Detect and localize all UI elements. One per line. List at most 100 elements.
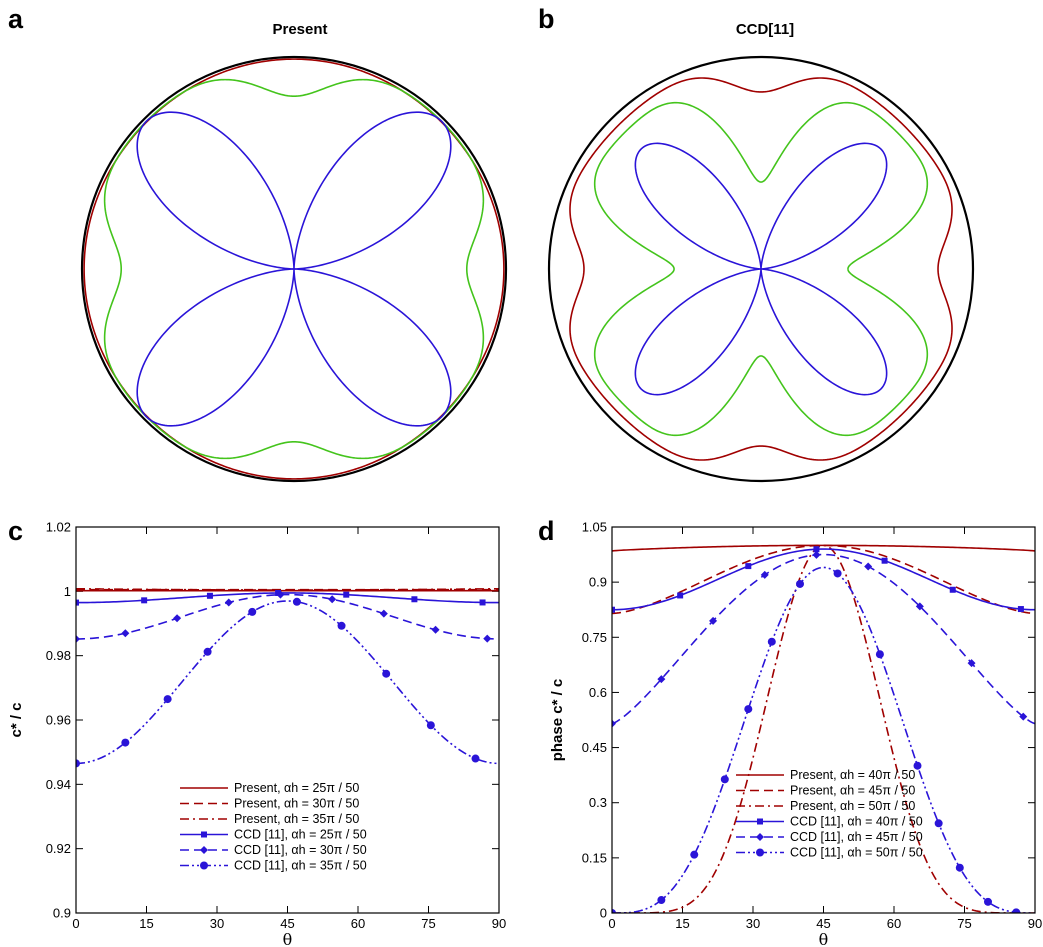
marker-circle bbox=[163, 695, 172, 704]
x-tick-label: 0 bbox=[608, 916, 615, 931]
marker-circle bbox=[382, 669, 391, 678]
marker-circle bbox=[875, 650, 884, 659]
y-tick-label: 0.9 bbox=[589, 575, 607, 590]
polar-curve-blue bbox=[136, 111, 452, 427]
y-tick-label: 0.94 bbox=[46, 777, 71, 792]
marker-square bbox=[757, 818, 763, 825]
marker-diamond bbox=[760, 570, 769, 579]
x-tick-label: 90 bbox=[1028, 916, 1042, 931]
x-axis-label: θ bbox=[283, 930, 293, 947]
marker-diamond bbox=[812, 550, 821, 559]
marker-diamond bbox=[276, 590, 285, 599]
plot-frame bbox=[611, 526, 1036, 914]
polar-curve-green bbox=[103, 78, 485, 460]
marker-square bbox=[141, 597, 148, 604]
marker-circle bbox=[690, 850, 699, 859]
marker-diamond bbox=[709, 616, 718, 625]
y-tick-label: 0.6 bbox=[589, 685, 607, 700]
marker-diamond bbox=[224, 598, 233, 607]
marker-circle bbox=[756, 848, 764, 857]
plot-frame bbox=[75, 526, 500, 914]
y-tick-label: 0.9 bbox=[53, 906, 71, 921]
marker-circle bbox=[76, 759, 80, 768]
marker-diamond bbox=[173, 614, 182, 623]
legend-entry: CCD [11], αh = 25π / 50 bbox=[234, 828, 367, 842]
marker-circle bbox=[200, 861, 208, 870]
series-line-4 bbox=[76, 593, 499, 640]
series-line-1 bbox=[612, 544, 1035, 615]
marker-circle bbox=[121, 738, 130, 747]
marker-circle bbox=[984, 897, 992, 906]
series-line-0 bbox=[612, 544, 1035, 552]
marker-circle bbox=[292, 597, 301, 606]
marker-diamond bbox=[612, 719, 616, 728]
panel-letter-a: a bbox=[8, 4, 24, 34]
x-tick-label: 45 bbox=[816, 916, 830, 931]
x-tick-label: 15 bbox=[675, 916, 689, 931]
legend-entry: Present, αh = 30π / 50 bbox=[234, 797, 359, 811]
polar-curve-blue bbox=[634, 142, 888, 396]
marker-diamond bbox=[483, 634, 492, 643]
marker-square bbox=[677, 592, 684, 599]
polar-plot-b bbox=[547, 55, 975, 483]
marker-circle bbox=[720, 775, 729, 784]
marker-diamond bbox=[200, 846, 208, 854]
marker-circle bbox=[248, 607, 257, 616]
y-tick-label: 0.96 bbox=[46, 713, 71, 728]
marker-square bbox=[201, 831, 207, 838]
marker-diamond bbox=[967, 659, 976, 668]
y-tick-label: 0.15 bbox=[582, 850, 607, 865]
legend-entry: CCD [11], αh = 40π / 50 bbox=[790, 815, 923, 829]
marker-square bbox=[745, 563, 752, 570]
marker-square bbox=[881, 557, 888, 564]
marker-circle bbox=[1012, 908, 1021, 913]
marker-diamond bbox=[76, 634, 80, 643]
marker-square bbox=[612, 606, 615, 613]
legend-entry: Present, αh = 50π / 50 bbox=[790, 799, 915, 813]
marker-circle bbox=[955, 863, 964, 872]
x-tick-label: 75 bbox=[957, 916, 971, 931]
series-line-2 bbox=[76, 587, 499, 591]
y-tick-label: 0.92 bbox=[46, 841, 71, 856]
x-tick-label: 30 bbox=[210, 916, 224, 931]
marker-diamond bbox=[121, 629, 130, 638]
y-tick-label: 0.98 bbox=[46, 648, 71, 663]
y-tick-label: 0 bbox=[600, 906, 607, 921]
marker-diamond bbox=[657, 675, 666, 684]
x-tick-label: 60 bbox=[351, 916, 365, 931]
marker-circle bbox=[833, 569, 842, 578]
x-tick-label: 45 bbox=[280, 916, 294, 931]
series-line-3 bbox=[612, 548, 1035, 611]
marker-square bbox=[343, 591, 350, 598]
y-tick-label: 1.05 bbox=[582, 520, 607, 535]
legend-entry: CCD [11], αh = 30π / 50 bbox=[234, 843, 367, 857]
y-axis-label: c* / c bbox=[8, 702, 25, 737]
marker-square bbox=[411, 596, 418, 603]
y-axis-label: phase c* / c bbox=[549, 679, 566, 762]
marker-diamond bbox=[756, 833, 764, 841]
legend-entry: CCD [11], αh = 45π / 50 bbox=[790, 830, 923, 844]
panel-letter-d: d bbox=[538, 516, 555, 546]
polar-curve-green bbox=[593, 101, 929, 437]
marker-circle bbox=[796, 579, 804, 588]
line-plot-c: 0 15 30 45 60 75 90 0.9 0.92 0.94 0.96 0.98 1 1.02 θ c*… bbox=[8, 520, 506, 947]
marker-square bbox=[813, 546, 820, 553]
marker-diamond bbox=[1019, 712, 1028, 721]
polar-unit-circle bbox=[80, 55, 508, 483]
legend-entry: Present, αh = 40π / 50 bbox=[790, 768, 915, 782]
panel-letter-c: c bbox=[8, 516, 23, 546]
legend-entry: Present, αh = 35π / 50 bbox=[234, 812, 359, 826]
marker-square bbox=[479, 599, 486, 606]
x-axis-label: θ bbox=[819, 930, 829, 947]
marker-circle bbox=[934, 819, 943, 828]
legend-entry: Present, αh = 25π / 50 bbox=[234, 781, 359, 795]
x-tick-label: 30 bbox=[746, 916, 760, 931]
marker-square bbox=[949, 586, 956, 593]
y-tick-label: 1 bbox=[64, 584, 71, 599]
y-tick-label: 1.02 bbox=[46, 520, 71, 535]
marker-square bbox=[206, 592, 213, 599]
marker-circle bbox=[426, 721, 435, 730]
marker-circle bbox=[744, 705, 753, 714]
series-line-5 bbox=[612, 566, 1035, 913]
